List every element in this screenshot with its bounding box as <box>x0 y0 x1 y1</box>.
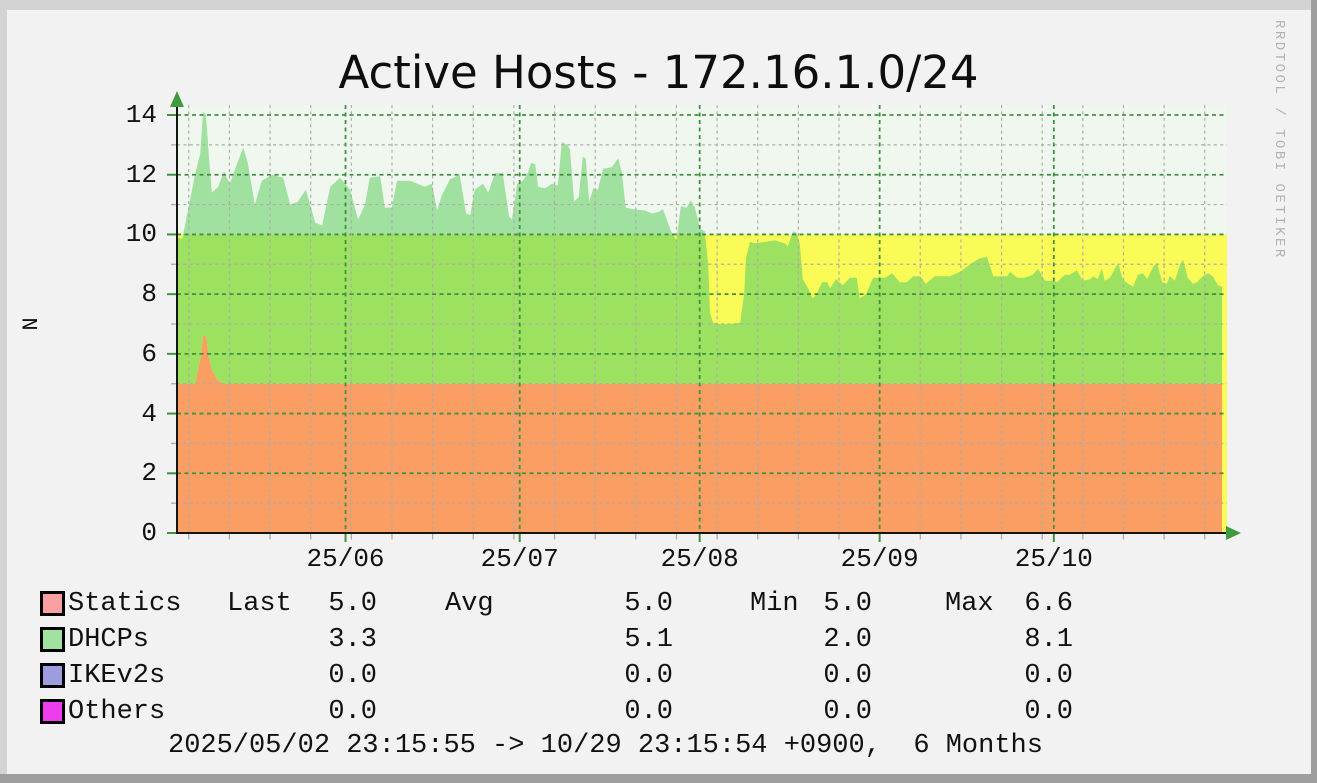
legend-label: Others <box>68 697 166 727</box>
legend-row-statics: Statics Last 5.0 Avg 5.0 Min 5.0 Max 6.6 <box>0 588 1317 622</box>
legend-value-last: 5.0 <box>328 589 377 619</box>
rrdtool-watermark: RRDTOOL / TOBI OETIKER <box>1271 20 1287 260</box>
frame-bevel-left <box>0 0 7 783</box>
page-title: Active Hosts - 172.16.1.0/24 <box>338 46 979 99</box>
y-tick-label: 4 <box>141 398 157 429</box>
legend-value-last: 0.0 <box>328 661 377 691</box>
frame-bevel-bottom <box>0 774 1317 783</box>
x-tick-label: 25/08 <box>660 544 739 574</box>
x-tick-label: 25/06 <box>306 544 385 574</box>
legend-header-max: Max <box>945 589 994 619</box>
legend-value-avg: 5.1 <box>624 625 673 655</box>
others-swatch <box>40 699 65 724</box>
legend-value-avg: 0.0 <box>624 661 673 691</box>
frame-bevel-right <box>1311 0 1317 783</box>
y-tick-label: 8 <box>141 279 157 310</box>
dhcps-swatch <box>40 627 65 652</box>
legend-header-last: Last <box>227 589 292 619</box>
y-tick-label: 0 <box>141 518 157 548</box>
legend-value-max: 0.0 <box>1024 661 1073 691</box>
legend-value-max: 8.1 <box>1024 625 1073 655</box>
legend-value-min: 0.0 <box>823 697 872 727</box>
legend-label: DHCPs <box>68 625 150 655</box>
legend-value-avg: 0.0 <box>624 697 673 727</box>
y-tick-label: 14 <box>125 100 157 130</box>
y-tick-label: 12 <box>125 159 157 190</box>
legend-label: IKEv2s <box>68 661 166 691</box>
legend-label: Statics <box>68 589 182 619</box>
legend-value-max: 6.6 <box>1024 589 1073 619</box>
legend-header-avg: Avg <box>445 589 494 619</box>
legend-row-others: Others 0.0 0.0 0.0 0.0 <box>0 696 1317 730</box>
legend-value-min: 0.0 <box>823 661 872 691</box>
time-range-footer: 2025/05/02 23:15:55 -> 10/29 23:15:54 +0… <box>168 731 1043 761</box>
legend-row-dhcps: DHCPs 3.3 5.1 2.0 8.1 <box>0 624 1317 658</box>
ikev2s-swatch <box>40 663 65 688</box>
y-tick-label: 2 <box>141 458 157 489</box>
x-tick-label: 25/07 <box>480 544 559 574</box>
legend-value-last: 3.3 <box>328 625 377 655</box>
legend-value-min: 2.0 <box>823 625 872 655</box>
y-tick-label: 6 <box>141 338 157 369</box>
x-tick-label: 25/09 <box>840 544 919 574</box>
x-tick-label: 25/10 <box>1014 544 1093 574</box>
legend-value-max: 0.0 <box>1024 697 1073 727</box>
y-tick-label: 10 <box>125 219 157 250</box>
legend-header-min: Min <box>750 589 799 619</box>
legend-value-min: 5.0 <box>823 589 872 619</box>
legend-value-last: 0.0 <box>328 697 377 727</box>
statics-swatch <box>40 591 65 616</box>
frame-bevel-top <box>0 0 1317 10</box>
legend-row-ikev2s: IKEv2s 0.0 0.0 0.0 0.0 <box>0 660 1317 694</box>
legend-value-avg: 5.0 <box>624 589 673 619</box>
